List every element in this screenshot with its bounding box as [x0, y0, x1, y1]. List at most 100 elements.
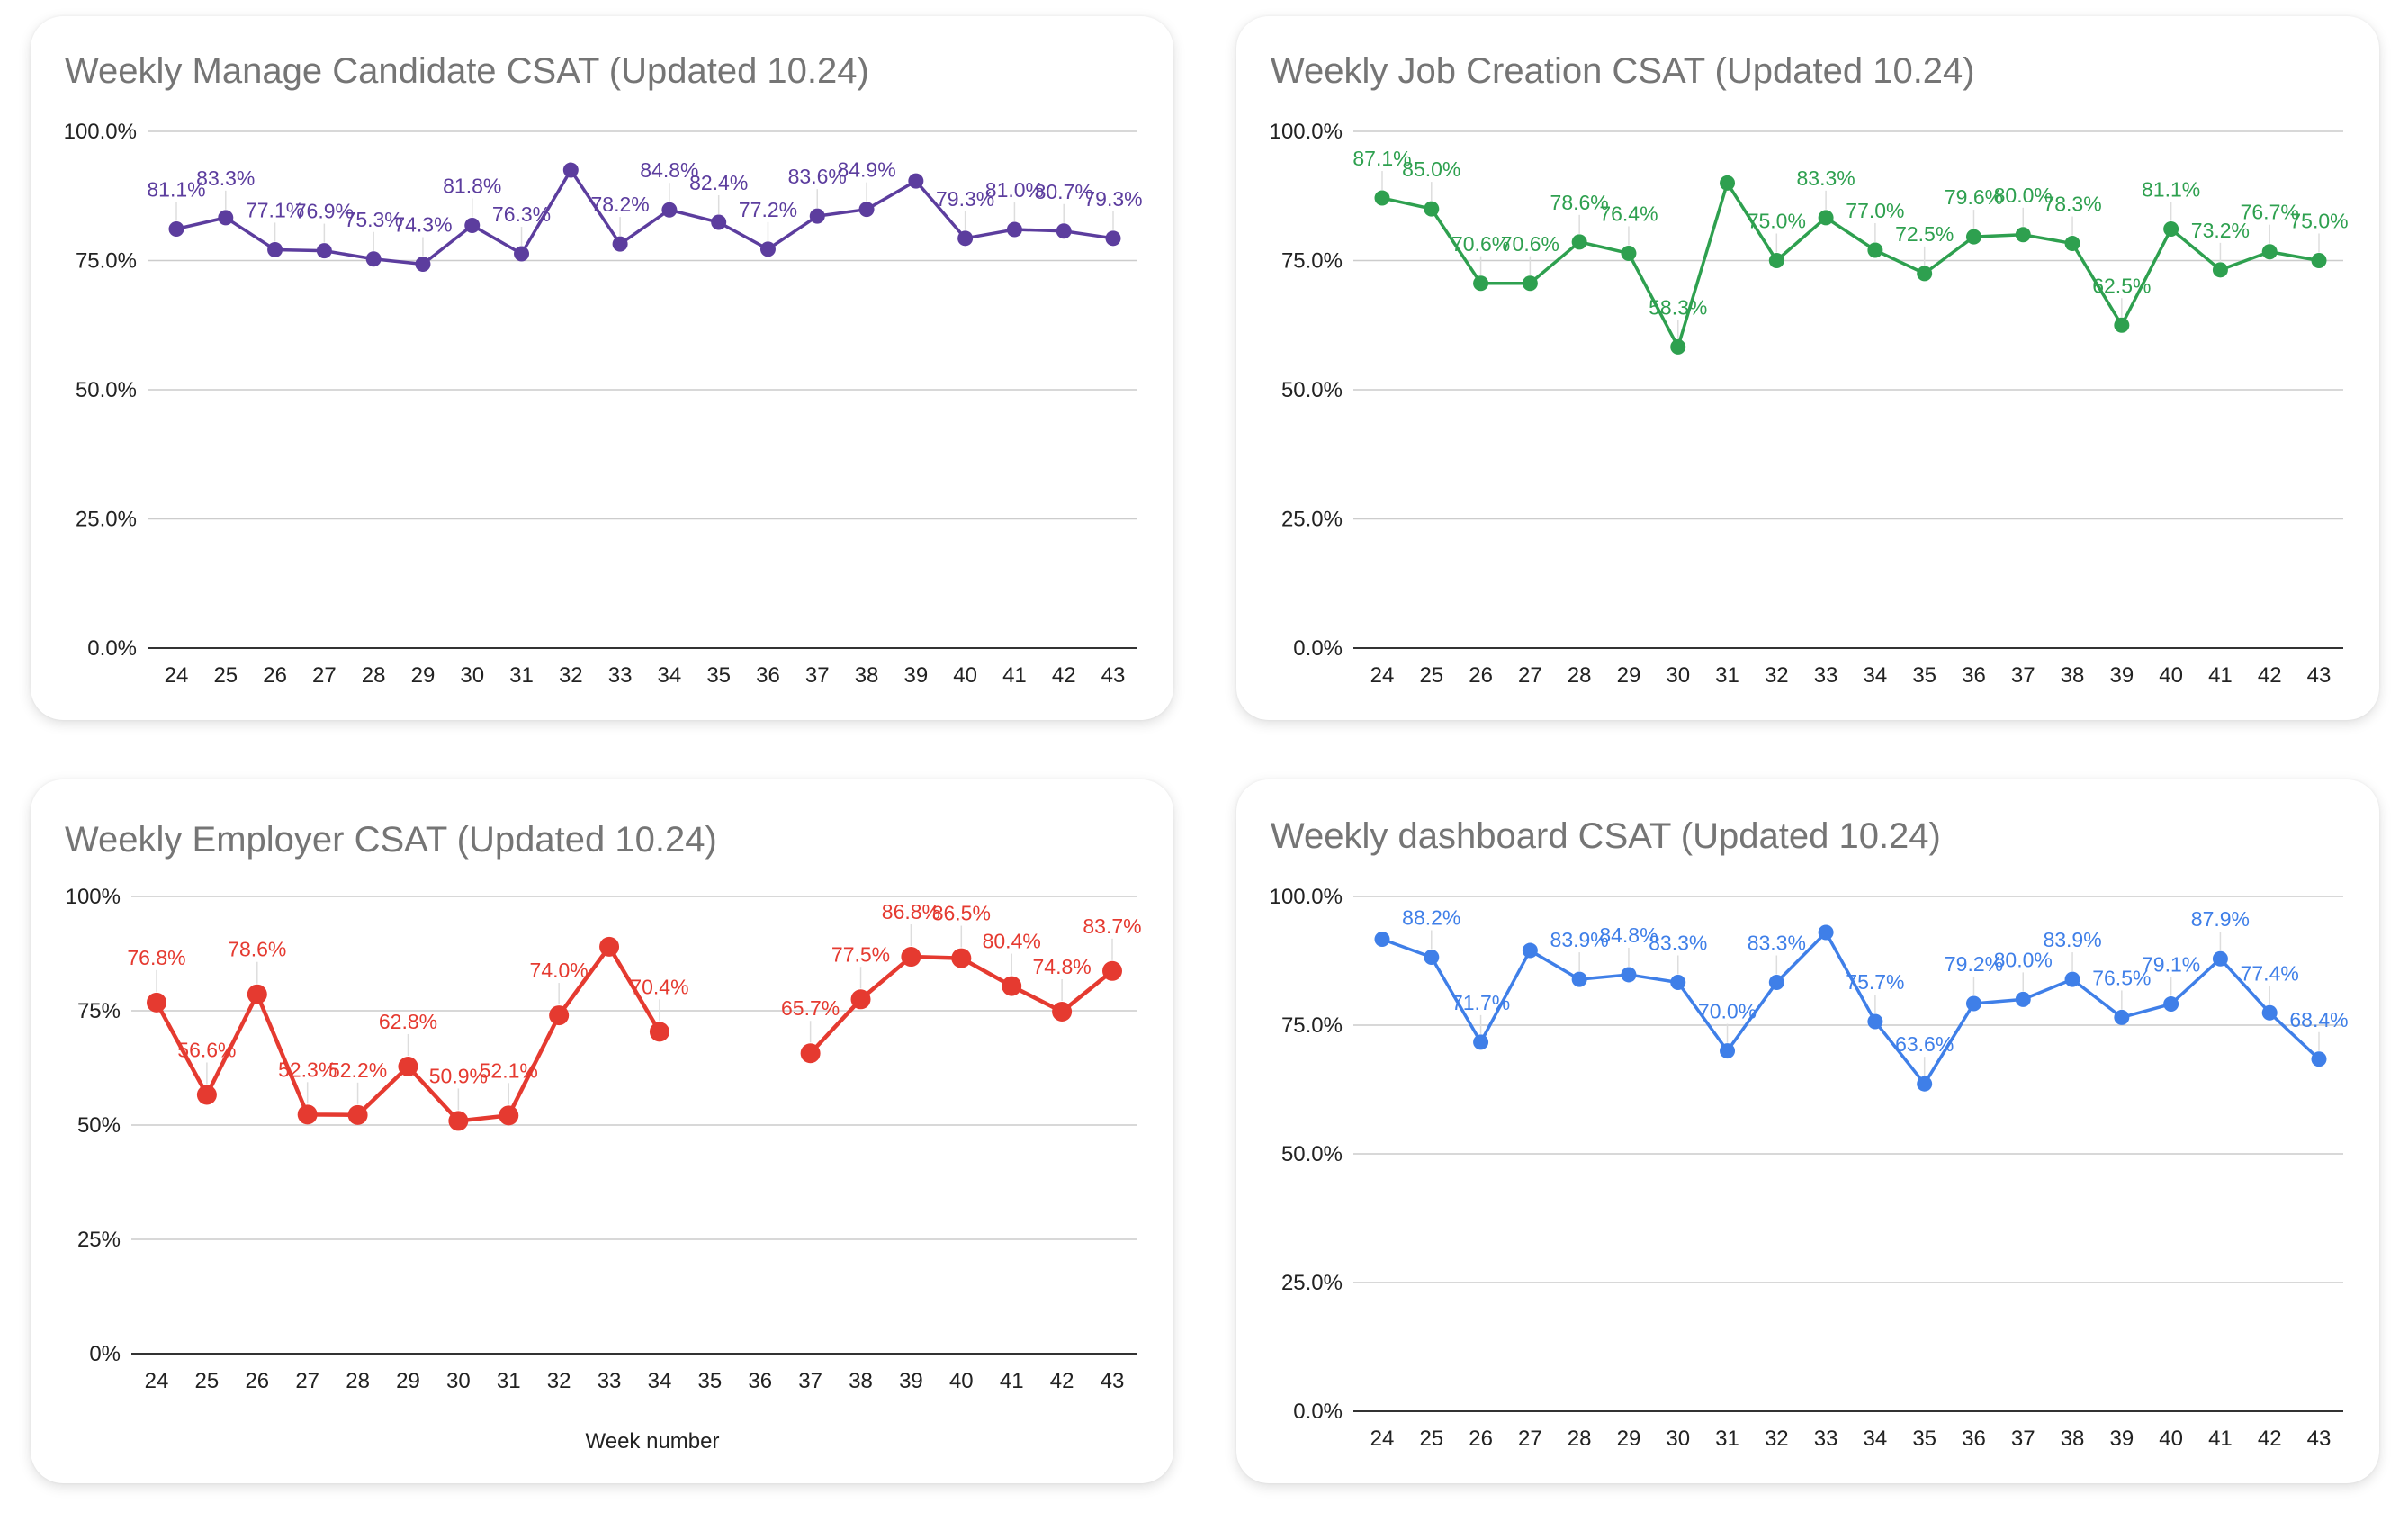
- y-tick-label: 75%: [77, 999, 121, 1023]
- x-tick-label: 25: [195, 1369, 220, 1393]
- x-tick-label: 38: [2061, 663, 2085, 688]
- x-tick-label: 37: [798, 1369, 822, 1393]
- data-point: [1374, 190, 1390, 206]
- data-point: [1818, 924, 1834, 940]
- y-tick-label: 0.0%: [1293, 636, 1343, 661]
- data-point: [1052, 1002, 1073, 1022]
- x-tick-label: 37: [2011, 1426, 2035, 1451]
- data-label: 82.4%: [689, 171, 748, 194]
- data-label: 83.3%: [1748, 932, 1806, 955]
- x-tick-label: 24: [145, 1369, 169, 1393]
- data-label: 77.1%: [246, 198, 304, 221]
- data-label: 83.6%: [788, 165, 847, 188]
- data-label: 75.0%: [1748, 210, 1806, 233]
- x-tick-label: 27: [1518, 1426, 1542, 1451]
- data-label: 85.0%: [1402, 158, 1460, 181]
- data-label: 83.9%: [2043, 928, 2101, 951]
- chart-title: Weekly Manage Candidate CSAT (Updated 10…: [65, 51, 869, 91]
- x-tick-label: 25: [1419, 1426, 1443, 1451]
- data-label: 84.9%: [837, 158, 895, 182]
- data-point: [2311, 253, 2327, 268]
- chart-card-manage-candidate: Weekly Manage Candidate CSAT (Updated 10…: [31, 16, 1173, 720]
- data-point: [2163, 996, 2179, 1012]
- x-tick-label: 42: [1050, 1369, 1074, 1393]
- y-tick-label: 75.0%: [76, 249, 137, 274]
- data-label: 78.3%: [2043, 193, 2101, 216]
- data-point: [1105, 230, 1121, 247]
- x-tick-label: 30: [1666, 1426, 1690, 1451]
- chart-manage-candidate: Weekly Manage Candidate CSAT (Updated 10…: [64, 51, 1143, 688]
- data-point: [1056, 223, 1072, 239]
- x-tick-label: 41: [1000, 1369, 1024, 1393]
- x-tick-label: 41: [2208, 663, 2233, 688]
- data-label: 70.6%: [1451, 232, 1510, 256]
- y-tick-label: 25%: [77, 1228, 121, 1252]
- x-tick-label: 41: [2208, 1426, 2233, 1451]
- data-point: [850, 989, 871, 1010]
- data-point: [398, 1056, 418, 1076]
- x-tick-label: 35: [706, 663, 731, 688]
- x-tick-label: 37: [805, 663, 830, 688]
- data-point: [2064, 236, 2080, 252]
- data-point: [218, 210, 234, 226]
- x-tick-label: 38: [855, 663, 879, 688]
- data-point: [1571, 971, 1587, 987]
- x-tick-label: 32: [547, 1369, 571, 1393]
- y-tick-label: 50.0%: [1281, 1142, 1343, 1166]
- y-tick-label: 100%: [66, 885, 121, 909]
- data-point: [1720, 1043, 1736, 1059]
- data-label: 56.6%: [177, 1038, 236, 1061]
- x-tick-label: 25: [1419, 663, 1443, 688]
- x-tick-label: 26: [1469, 663, 1493, 688]
- x-tick-label: 31: [497, 1369, 521, 1393]
- y-tick-label: 100.0%: [64, 120, 137, 144]
- data-point: [2015, 991, 2031, 1007]
- y-tick-label: 50%: [77, 1113, 121, 1138]
- chart-card-employer: Weekly Employer CSAT (Updated 10.24) 0% 25…: [31, 779, 1173, 1483]
- data-label: 76.5%: [2092, 966, 2151, 989]
- x-tick-label: 34: [648, 1369, 672, 1393]
- data-point: [1917, 266, 1933, 282]
- data-label: 75.7%: [1846, 970, 1904, 994]
- x-tick-label: 29: [1617, 663, 1641, 688]
- data-label: 83.7%: [1083, 914, 1141, 938]
- data-label: 77.2%: [739, 198, 797, 221]
- y-tick-label: 75.0%: [1281, 249, 1343, 274]
- y-tick-label: 100.0%: [1270, 885, 1343, 909]
- data-point: [1473, 275, 1489, 292]
- data-point: [759, 241, 776, 257]
- data-label: 76.4%: [1599, 202, 1658, 225]
- x-tick-label: 35: [1912, 1426, 1936, 1451]
- data-point: [599, 936, 620, 957]
- data-point: [1374, 931, 1390, 947]
- x-tick-label: 33: [1814, 1426, 1838, 1451]
- chart-title: Weekly Job Creation CSAT (Updated 10.24): [1271, 51, 1975, 91]
- data-point: [1571, 234, 1587, 250]
- data-label: 81.1%: [147, 177, 205, 201]
- x-tick-label: 31: [1715, 1426, 1739, 1451]
- data-point: [901, 947, 921, 968]
- data-point: [1965, 995, 1981, 1012]
- x-tick-label: 42: [2258, 1426, 2282, 1451]
- data-label: 74.3%: [393, 213, 452, 237]
- x-tick-label: 40: [949, 1369, 974, 1393]
- data-label: 81.8%: [443, 174, 501, 197]
- data-label: 86.8%: [882, 900, 940, 923]
- series-line: [1381, 931, 2321, 1085]
- x-tick-label: 36: [1962, 663, 1986, 688]
- data-point: [800, 1043, 821, 1064]
- data-point: [1720, 175, 1736, 191]
- data-point: [247, 984, 267, 1004]
- data-point: [1965, 229, 1981, 245]
- x-tick-label: 39: [2109, 663, 2134, 688]
- x-tick-label: 28: [1568, 1426, 1592, 1451]
- data-point: [549, 1005, 570, 1026]
- data-label: 80.0%: [1994, 184, 2053, 207]
- x-tick-label: 43: [2307, 1426, 2332, 1451]
- data-label: 76.7%: [2241, 201, 2299, 224]
- data-point: [612, 236, 628, 252]
- chart-dashboard: Weekly dashboard CSAT (Updated 10.24) 0.0…: [1270, 816, 2349, 1451]
- y-tick-label: 0.0%: [1293, 1400, 1343, 1424]
- y-tick-label: 25.0%: [1281, 1271, 1343, 1295]
- data-point: [2015, 227, 2031, 243]
